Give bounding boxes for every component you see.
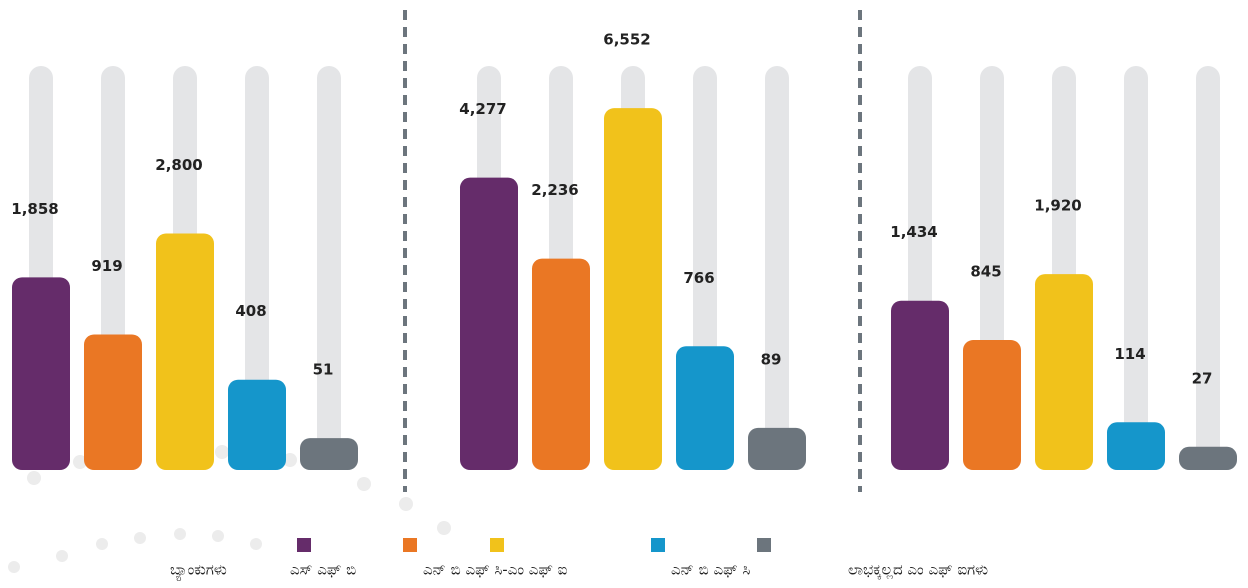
track [245,66,269,470]
legend-swatch [297,538,311,552]
group-label: ಲಾಭಕ್ಕಲ್ಲದ ಎಂ ಎಫ್ ಐಗಳು [848,561,988,580]
value-label: 408 [235,302,266,320]
value-label: 89 [761,350,782,368]
bar [12,277,70,470]
bar [1107,422,1165,470]
value-label: 1,920 [1034,197,1081,215]
track [1124,66,1148,470]
bar [1179,446,1237,470]
bar [532,258,590,470]
bar [963,340,1021,470]
legend-swatch [490,538,504,552]
value-label: 4,277 [459,100,506,118]
legend-label: ಎಸ್ ಎಫ್ ಬಿ [290,561,356,579]
track [1196,66,1220,470]
decor-dots [8,445,451,573]
bar [748,427,806,470]
value-label: 114 [1114,345,1145,363]
value-label: 1,434 [890,223,937,241]
legend-swatch [651,538,665,552]
value-label: 27 [1192,369,1213,387]
track [765,66,789,470]
bar [228,379,286,470]
legend-swatch [403,538,417,552]
legend-label: ಎನ್ ಬಿ ಎಫ್ ಸಿ [671,561,750,579]
value-label: 845 [970,263,1001,281]
value-label: 919 [91,257,122,275]
bar [84,334,142,470]
value-label: 766 [683,269,714,287]
bar [604,108,662,471]
group-label: ಬ್ಯಾಂಕುಗಳು [170,561,227,582]
bar [891,300,949,470]
value-label: 2,800 [155,156,202,174]
value-label: 51 [313,361,334,379]
bar [676,346,734,470]
value-label: 2,236 [531,181,578,199]
value-label: 1,858 [11,200,58,218]
value-label: 6,552 [603,31,650,49]
bar [300,438,358,470]
bar [460,177,518,470]
track [317,66,341,470]
legend-label: ಎನ್ ಬಿ ಎಫ್ ಸಿ-ಎಂ ಎಫ್ ಐ [423,561,568,579]
bar [156,233,214,470]
bar [1035,274,1093,470]
legend-swatch [757,538,771,552]
